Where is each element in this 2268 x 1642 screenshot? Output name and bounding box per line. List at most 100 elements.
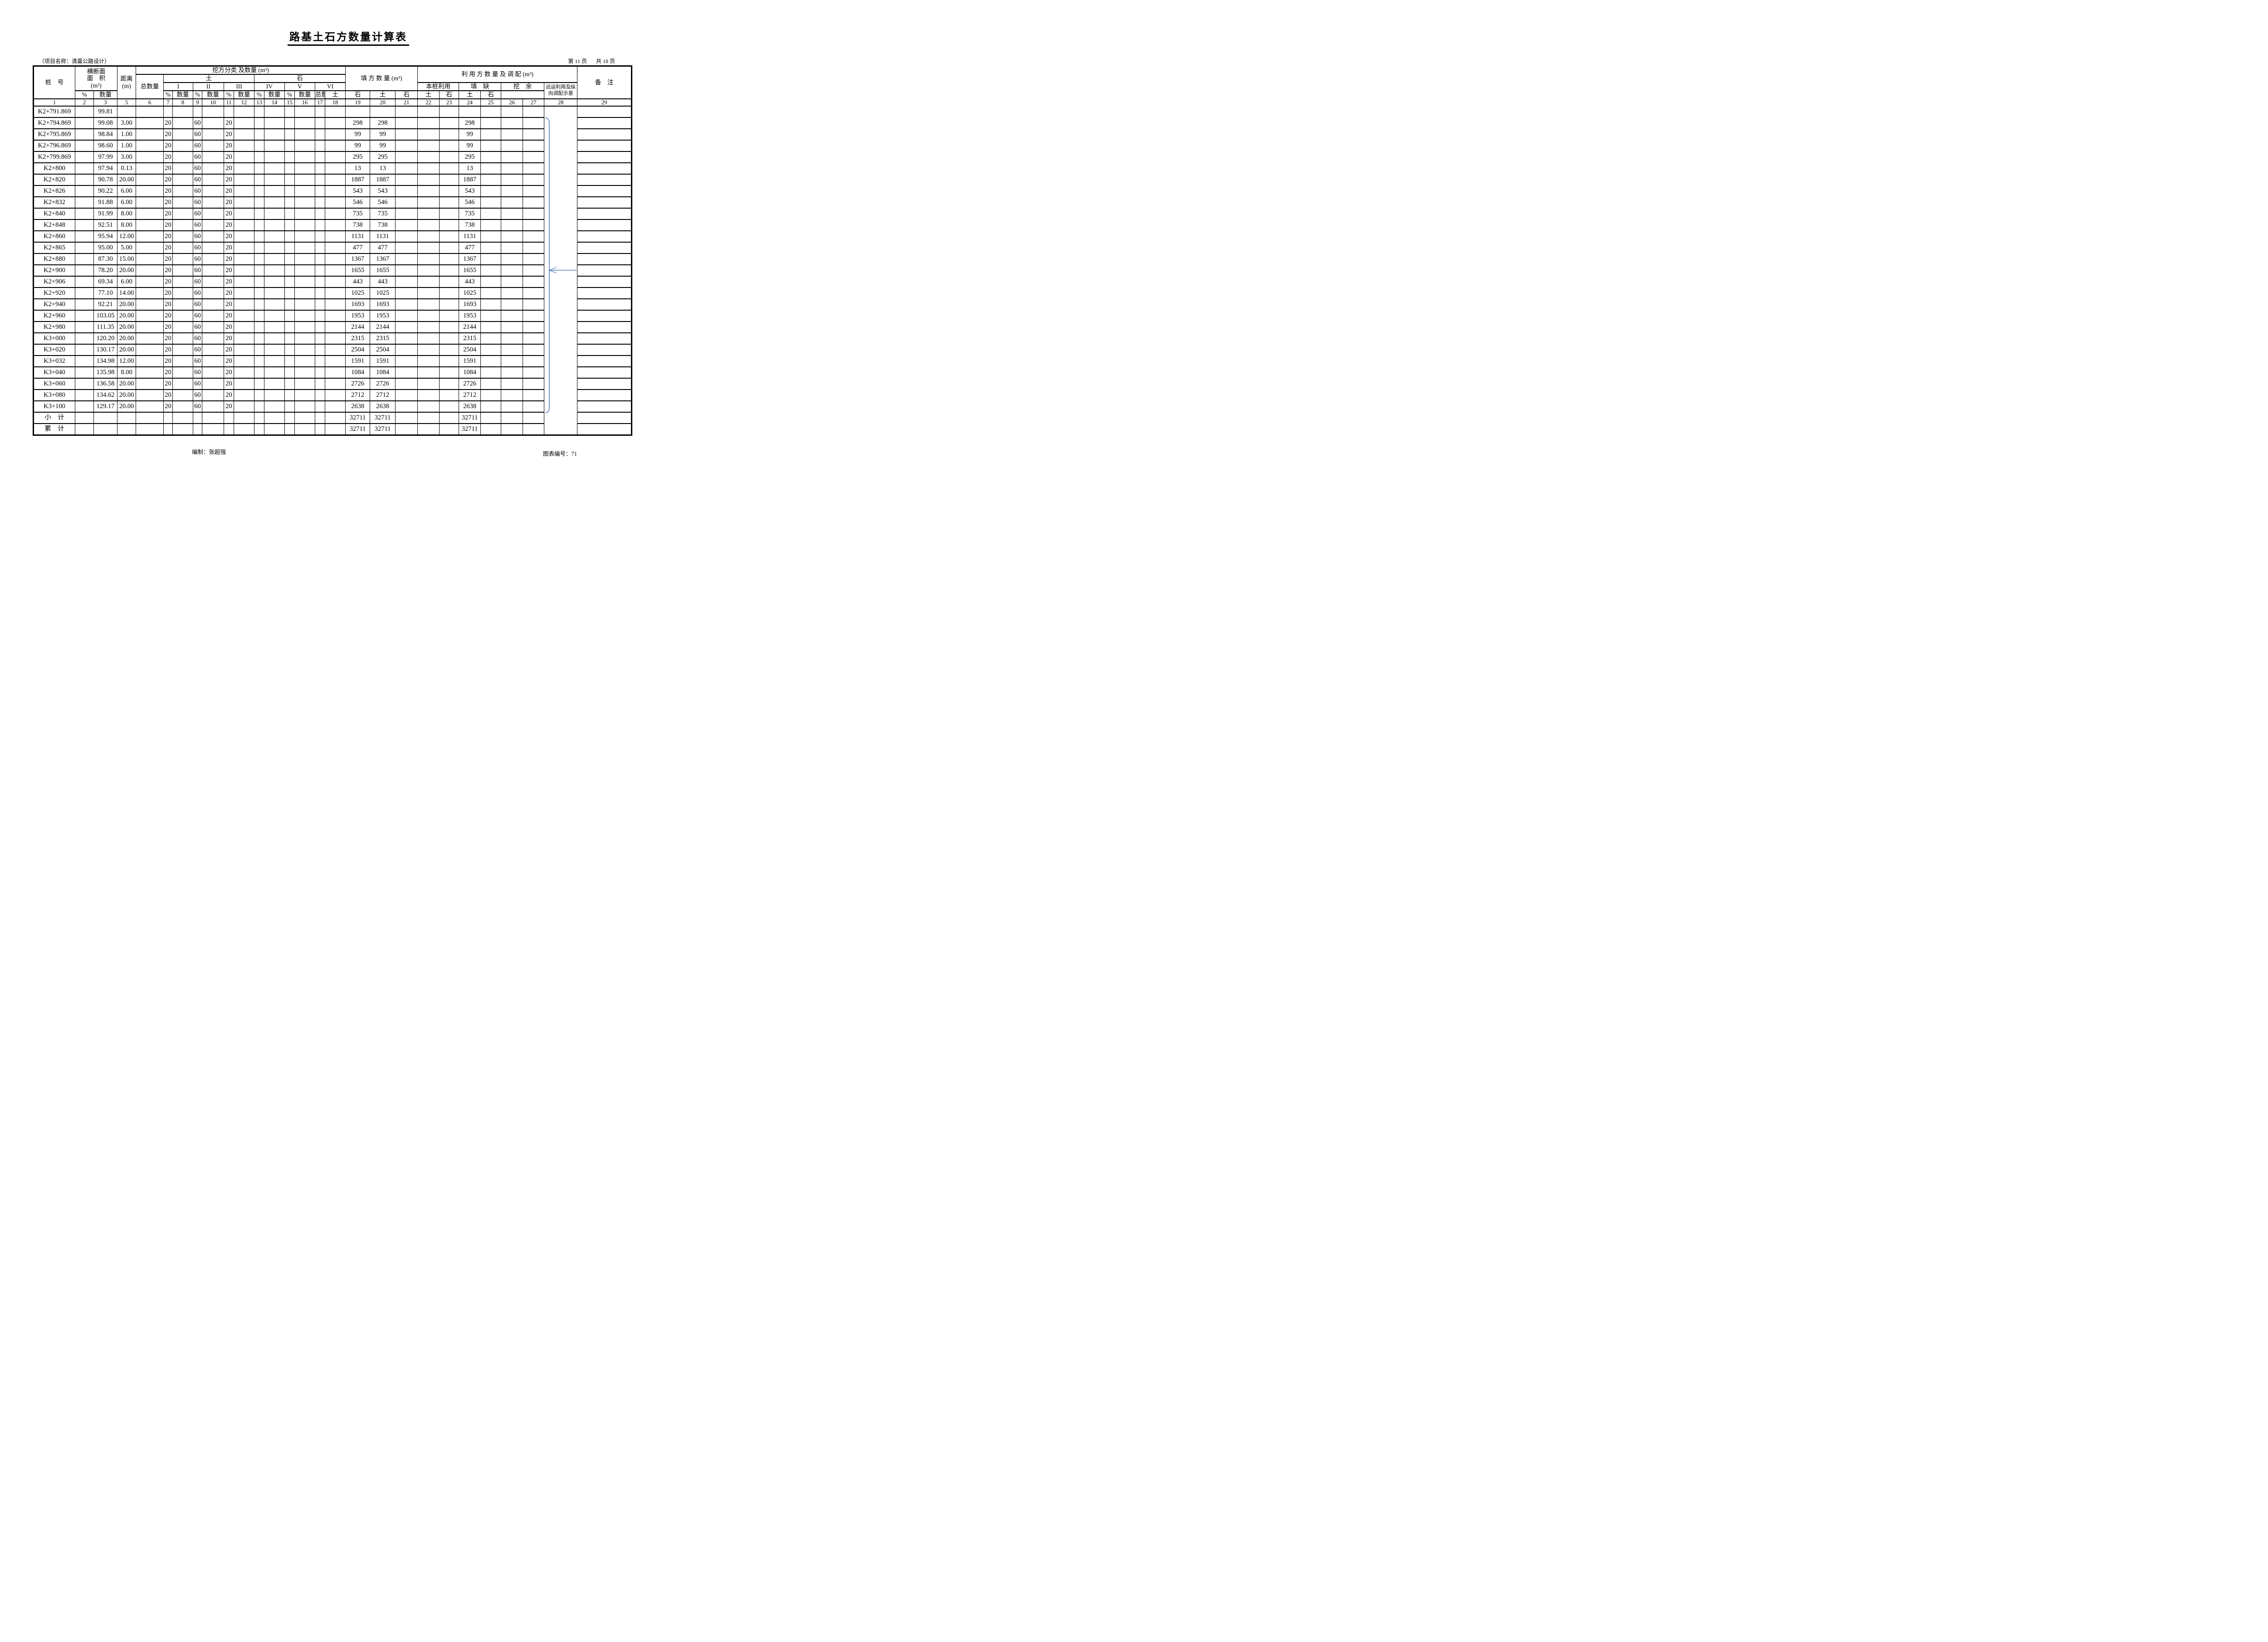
surplus-soil-cell (501, 174, 523, 186)
g6-pct-cell (315, 298, 325, 311)
pileuse-soil-header: 土 (370, 90, 396, 99)
short-rock-cell (480, 276, 502, 288)
g4-pct-cell (254, 310, 264, 322)
short-rock-cell (480, 128, 502, 141)
g6-pct-cell (315, 151, 325, 164)
pileuse-soil-cell (417, 128, 440, 141)
g5-pct-cell (284, 253, 295, 266)
surplus-soil-cell (501, 366, 523, 379)
g4-pct-cell (254, 117, 264, 130)
g4-pct-cell (254, 378, 264, 390)
fill-soil-cell: 32711 (370, 412, 396, 424)
g3-qty-cell (234, 174, 254, 186)
fill-area-cell: 134.98 (93, 355, 117, 368)
column-number-16: 16 (294, 98, 315, 107)
g2-pct-cell: 60 (193, 400, 202, 413)
g5-pct-cell (284, 400, 295, 413)
g3-qty-cell (234, 287, 254, 300)
g5-pct-header: % (254, 90, 264, 99)
excavation-group-header: 挖方分类 及数量 (m³) (135, 65, 346, 75)
table-row: K3+032 134.98 12.00 20 60 20 1591 1591 1591 (33, 355, 632, 368)
column-number-24: 24 (459, 98, 481, 107)
g2-qty-cell (202, 321, 224, 334)
remark-cell (577, 151, 632, 164)
short-soil-cell: 1367 (459, 253, 481, 266)
cross-section-unit: (m²) (91, 82, 102, 89)
g3-pct-cell (224, 412, 234, 424)
station-cell: K3+032 (33, 355, 75, 368)
g4-pct-header: % (224, 90, 234, 99)
g6-qty-cell (324, 140, 346, 152)
g3-qty-cell (234, 310, 254, 322)
g6-pct-cell (315, 321, 325, 334)
remark-cell (577, 321, 632, 334)
surplus-rock-cell (523, 208, 545, 220)
fill-total-cell: 2504 (345, 344, 371, 356)
g2-qty-cell (202, 344, 224, 356)
g2-pct-cell: 60 (193, 140, 202, 152)
g1-qty-cell (172, 185, 193, 198)
fill-rock-cell (395, 253, 418, 266)
rock-group-header: 石 (254, 74, 346, 83)
short-soil-cell: 1131 (459, 230, 481, 243)
g2-pct-cell: 60 (193, 208, 202, 220)
cut-area-cell (75, 355, 94, 368)
cut-area-cell (75, 332, 94, 345)
g4-qty-cell (264, 298, 285, 311)
page-title: 路基土石方数量计算表 (0, 28, 697, 46)
surplus-rock-cell (523, 344, 545, 356)
pileuse-rock-cell (439, 310, 459, 322)
surplus-rock-cell (523, 400, 545, 413)
fill-area-cell: 129.17 (93, 400, 117, 413)
fill-rock-cell (395, 196, 418, 209)
g5-qty-cell (294, 400, 315, 413)
cut-area-cell (75, 378, 94, 390)
g4-pct-cell (254, 196, 264, 209)
distance-cell: 14.00 (117, 287, 136, 300)
fill-soil-cell: 443 (370, 276, 396, 288)
g4-qty-cell (264, 355, 285, 368)
remark-cell (577, 378, 632, 390)
pileuse-rock-cell (439, 106, 459, 118)
g5-qty-cell (294, 219, 315, 232)
short-soil-cell: 546 (459, 196, 481, 209)
g4-pct-cell (254, 321, 264, 334)
pileuse-soil-cell (417, 242, 440, 254)
excav-total-cell (136, 400, 164, 413)
column-number-23: 23 (439, 98, 459, 107)
column-number-5: 5 (117, 98, 136, 107)
table-row: K2+795.869 98.84 1.00 20 60 20 99 99 99 (33, 128, 632, 141)
short-soil-cell: 1025 (459, 287, 481, 300)
g4-qty-cell (264, 185, 285, 198)
pileuse-soil-cell (417, 321, 440, 334)
short-rock-cell (480, 423, 502, 436)
g3-qty-cell (234, 242, 254, 254)
g6-qty-cell (324, 174, 346, 186)
g5-qty-cell (294, 412, 315, 424)
g2-pct-cell: 60 (193, 162, 202, 175)
remark-cell (577, 355, 632, 368)
pileuse-rock-cell (439, 128, 459, 141)
column-number-22: 22 (417, 98, 440, 107)
g3-qty-cell (234, 185, 254, 198)
g5-pct-cell (284, 310, 295, 322)
excav-total-cell (136, 310, 164, 322)
g3-pct-cell: 20 (224, 321, 234, 334)
fill-total-header: 总数量 (315, 90, 325, 99)
g3-pct-header: % (193, 90, 202, 99)
g3-qty-cell (234, 298, 254, 311)
fill-total-cell: 298 (345, 117, 371, 130)
table-row: K2+940 92.21 20.00 20 60 20 1693 1693 1693 (33, 298, 632, 311)
g6-pct-cell (315, 412, 325, 424)
g2-pct-cell (193, 412, 202, 424)
g6-pct-cell (315, 196, 325, 209)
g3-pct-cell: 20 (224, 366, 234, 379)
g4-pct-cell (254, 106, 264, 118)
excav-total-header: 总数量 (136, 74, 164, 99)
fill-area-cell: 134.62 (93, 389, 117, 402)
g1-pct-cell (163, 412, 173, 424)
short-soil-cell: 735 (459, 208, 481, 220)
short-rock-cell (480, 151, 502, 164)
surplus-soil-cell (501, 276, 523, 288)
g4-qty-cell (264, 128, 285, 141)
